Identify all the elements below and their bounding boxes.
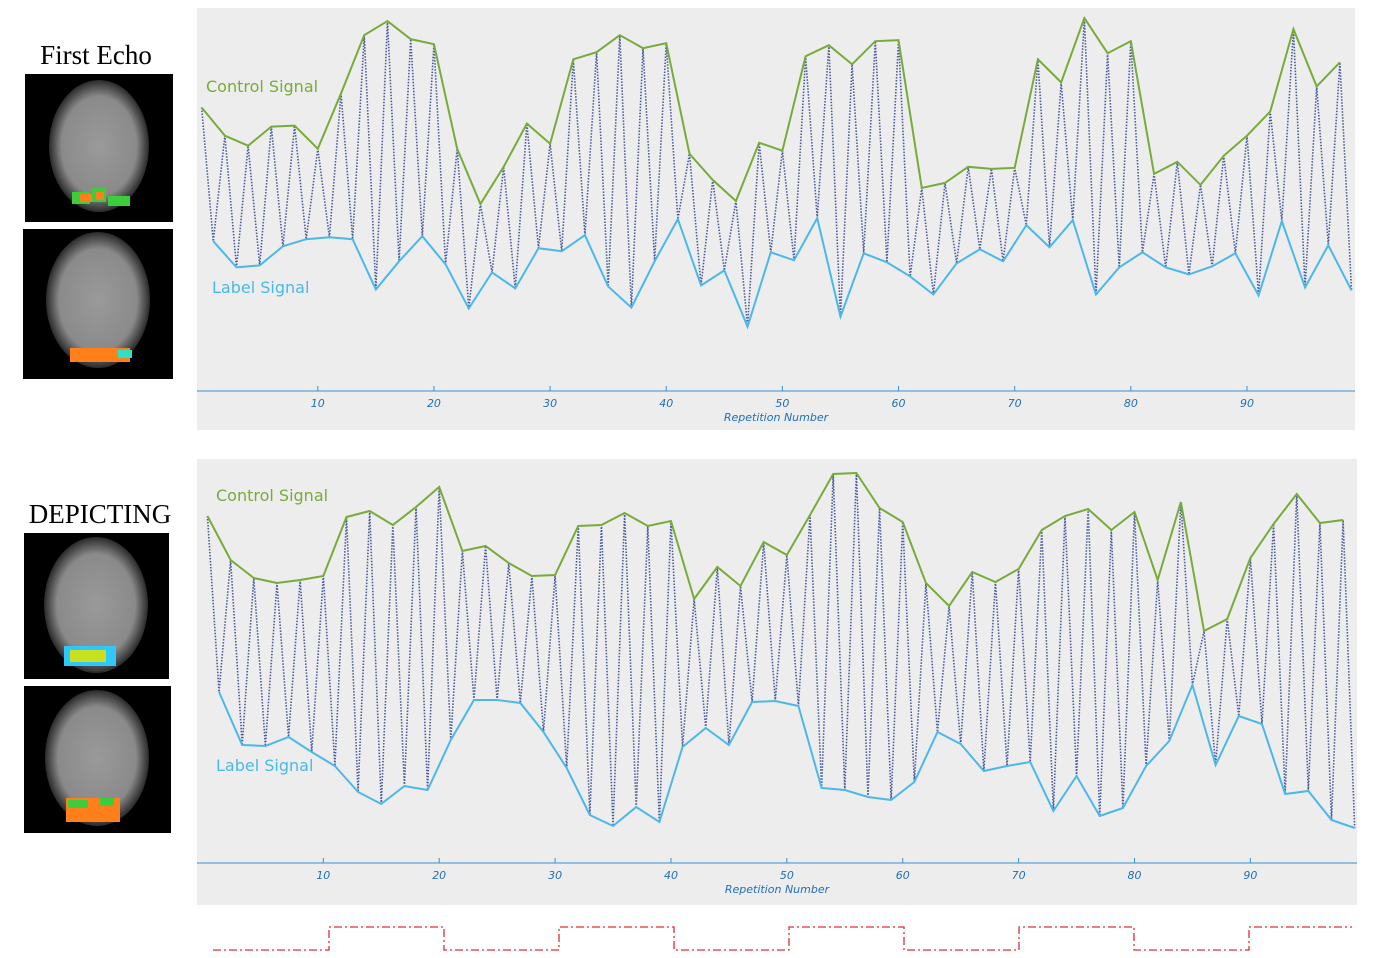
x-tick-label: 50 — [775, 397, 789, 410]
legend-label: Label Signal — [212, 278, 309, 297]
x-tick-label: 70 — [1012, 869, 1026, 882]
block-design — [213, 926, 1352, 951]
x-tick-label: 80 — [1124, 397, 1138, 410]
x-tick-label: 30 — [548, 869, 562, 882]
x-tick-label: 20 — [427, 397, 441, 410]
x-tick-label: 60 — [892, 397, 906, 410]
brain-image — [24, 533, 169, 679]
alternation-line — [206, 472, 1356, 829]
legend-label: Control Signal — [216, 486, 328, 505]
signal-line — [200, 15, 1341, 207]
signal-line — [206, 471, 1344, 633]
x-tick-label: 40 — [664, 869, 678, 882]
x-tick-label: 30 — [543, 397, 557, 410]
x-tick-label: 60 — [896, 869, 910, 882]
x-tick-label: 40 — [659, 397, 673, 410]
signal-line — [218, 681, 1356, 829]
legend-label: Control Signal — [206, 77, 318, 96]
brain-image — [25, 74, 173, 222]
panel-label: DEPICTING — [29, 499, 172, 529]
alternation-line — [200, 18, 1353, 327]
x-tick-label: 10 — [316, 869, 330, 882]
x-tick-label: 90 — [1243, 869, 1257, 882]
x-tick-label: 90 — [1240, 397, 1254, 410]
x-axis-label: Repetition Number — [724, 411, 830, 424]
brain-image — [24, 686, 171, 833]
x-tick-label: 20 — [432, 869, 446, 882]
x-tick-label: 80 — [1128, 869, 1142, 882]
legend-label: Label Signal — [216, 756, 313, 775]
x-tick-label: 70 — [1008, 397, 1022, 410]
panel-label: First Echo — [40, 40, 152, 70]
x-axis-label: Repetition Number — [725, 883, 831, 896]
x-tick-label: 50 — [780, 869, 794, 882]
plot-background — [197, 8, 1355, 430]
signal-line — [212, 215, 1353, 330]
brain-image — [23, 229, 173, 379]
x-tick-label: 10 — [311, 397, 325, 410]
